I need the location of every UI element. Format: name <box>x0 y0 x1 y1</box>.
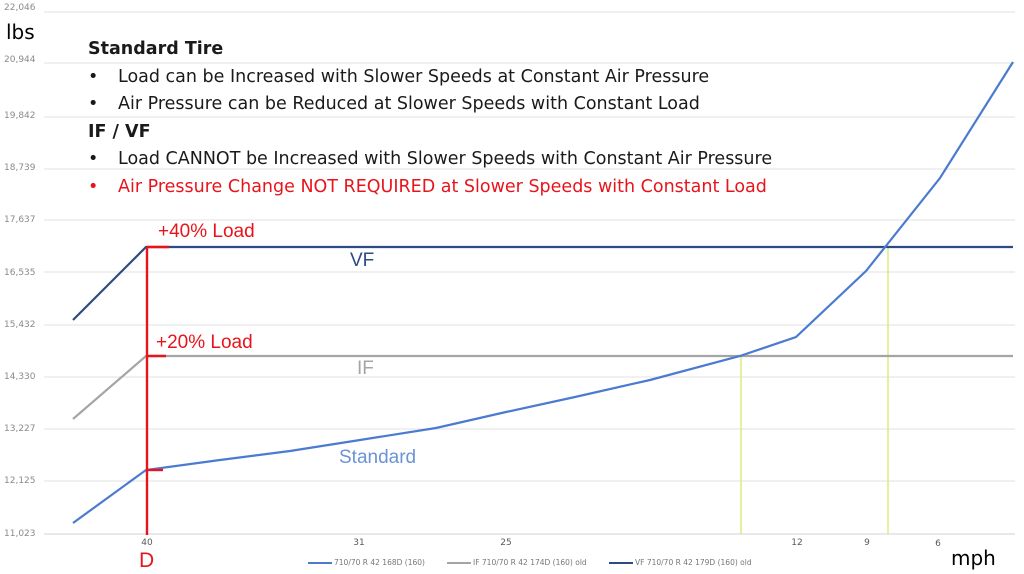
if-series-label: IF <box>357 358 374 379</box>
x-tick: 25 <box>500 538 512 548</box>
x-tick: 6 <box>935 539 941 549</box>
legend-item-standard: 710/70 R 42 168D (160) <box>308 558 425 567</box>
plus-20-load-label: +20% Load <box>156 332 253 353</box>
x-tick: 12 <box>791 538 803 548</box>
ifvf-heading: IF / VF <box>88 121 151 142</box>
y-tick: 17,637 <box>4 215 36 225</box>
standard-bullet: Air Pressure can be Reduced at Slower Sp… <box>88 91 772 119</box>
y-tick: 20,944 <box>4 55 36 65</box>
series-standard-line <box>72 61 1014 524</box>
standard-series-label: Standard <box>339 447 417 468</box>
legend-item-vf: VF 710/70 R 42 179D (160) old <box>609 558 752 567</box>
y-tick: 19,842 <box>4 111 36 121</box>
y-tick: 15,432 <box>4 320 36 330</box>
legend-swatch <box>308 561 332 564</box>
standard-tire-heading: Standard Tire <box>88 39 224 59</box>
y-tick: 16,535 <box>4 268 36 278</box>
legend-label: VF 710/70 R 42 179D (160) old <box>635 558 752 567</box>
x-tick: 31 <box>353 538 365 548</box>
notes-block: Standard Tire Load can be Increased with… <box>88 36 772 201</box>
series-vf-line <box>72 245 1013 321</box>
ifvf-bullet: Load CANNOT be Increased with Slower Spe… <box>88 146 772 174</box>
x-axis-unit: mph <box>951 546 996 570</box>
d-label: D <box>139 549 155 572</box>
y-tick: 14,330 <box>4 372 36 382</box>
plus-40-load-label: +40% Load <box>158 221 255 242</box>
standard-bullet: Load can be Increased with Slower Speeds… <box>88 64 772 92</box>
x-tick: 9 <box>864 538 870 548</box>
y-tick: 22,046 <box>4 3 36 13</box>
y-tick: 11,023 <box>4 529 36 539</box>
y-tick: 13,227 <box>4 424 36 434</box>
legend-label: IF 710/70 R 42 174D (160) old <box>473 558 587 567</box>
legend-label: 710/70 R 42 168D (160) <box>334 558 425 567</box>
y-axis-unit: lbs <box>6 20 35 44</box>
y-tick: 18,739 <box>4 163 36 173</box>
d-marker <box>145 245 169 535</box>
legend-swatch <box>609 561 633 564</box>
vf-series-label: VF <box>350 250 375 271</box>
series-if-line <box>72 354 1013 420</box>
legend-item-if: IF 710/70 R 42 174D (160) old <box>447 558 587 567</box>
y-tick: 12,125 <box>4 476 36 486</box>
ifvf-bullet-highlight: Air Pressure Change NOT REQUIRED at Slow… <box>88 174 772 202</box>
legend-swatch <box>447 561 471 564</box>
x-tick: 40 <box>141 538 153 548</box>
